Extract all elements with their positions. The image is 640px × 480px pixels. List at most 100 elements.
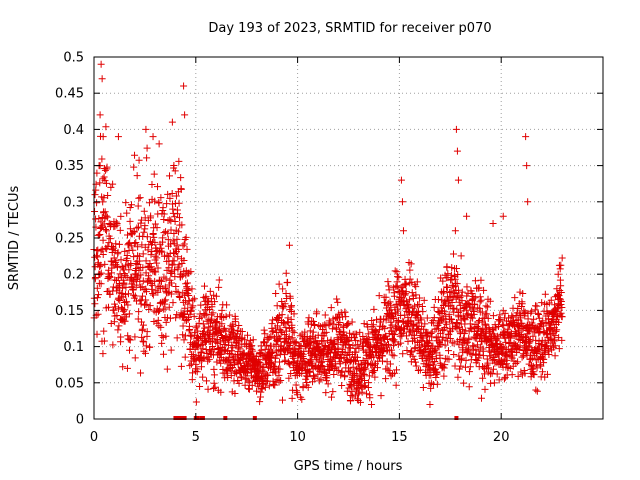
scatter-point <box>328 325 336 333</box>
scatter-point <box>518 319 526 327</box>
spike-point <box>142 125 150 133</box>
scatter-point <box>516 343 524 351</box>
y-tick-label: 0.1 <box>63 340 84 355</box>
scatter-point <box>516 331 524 339</box>
scatter-point <box>96 230 104 238</box>
scatter-point <box>156 306 164 314</box>
spike-point <box>454 176 462 184</box>
scatter-point <box>434 307 442 315</box>
scatter-point <box>335 367 343 375</box>
scatter-point <box>244 377 252 385</box>
scatter-point <box>484 303 492 311</box>
scatter-point <box>289 327 297 335</box>
scatter-point <box>461 316 469 324</box>
scatter-point <box>487 379 495 387</box>
scatter-point <box>363 390 371 398</box>
scatter-point <box>399 350 407 358</box>
scatter-point <box>196 382 204 390</box>
scatter-point <box>194 327 202 335</box>
scatter-point <box>173 241 181 249</box>
scatter-point <box>285 374 293 382</box>
scatter-point <box>325 366 333 374</box>
scatter-point <box>136 283 144 291</box>
scatter-point <box>344 336 352 344</box>
scatter-point <box>256 362 264 370</box>
scatter-point <box>286 294 294 302</box>
scatter-point <box>440 364 448 372</box>
scatter-point <box>447 315 455 323</box>
scatter-point <box>188 285 196 293</box>
scatter-point <box>249 347 257 355</box>
scatter-point <box>137 216 145 224</box>
scatter-point <box>228 329 236 337</box>
scatter-point <box>103 213 111 221</box>
scatter-point <box>529 362 537 370</box>
scatter-point <box>170 257 178 265</box>
scatter-point <box>141 349 149 357</box>
scatter-point <box>416 294 424 302</box>
scatter-point <box>180 240 188 248</box>
scatter-point <box>284 278 292 286</box>
scatter-point <box>446 334 454 342</box>
scatter-point <box>458 325 466 333</box>
scatter-point <box>558 254 566 262</box>
scatter-point <box>105 220 113 228</box>
scatter-point <box>392 366 400 374</box>
scatter-point <box>527 355 535 363</box>
scatter-point <box>144 246 152 254</box>
scatter-point <box>445 355 453 363</box>
scatter-point <box>184 300 192 308</box>
scatter-point <box>133 172 141 180</box>
scatter-point <box>493 370 501 378</box>
scatter-point <box>271 367 279 375</box>
scatter-point <box>535 310 543 318</box>
scatter-point <box>172 192 180 200</box>
scatter-point <box>462 339 470 347</box>
scatter-point <box>551 342 559 350</box>
scatter-point <box>489 312 497 320</box>
spike-point <box>168 118 176 126</box>
scatter-point <box>276 365 284 373</box>
scatter-point <box>402 280 410 288</box>
scatter-point <box>137 271 145 279</box>
scatter-point <box>229 327 237 335</box>
scatter-point <box>439 277 447 285</box>
scatter-point <box>183 279 191 287</box>
scatter-point <box>419 308 427 316</box>
scatter-point <box>159 350 167 358</box>
scatter-point <box>166 216 174 224</box>
scatter-point <box>409 352 417 360</box>
y-tick-label: 0.05 <box>55 376 84 391</box>
scatter-point <box>116 297 124 305</box>
scatter-point <box>285 360 293 368</box>
scatter-point <box>530 371 538 379</box>
scatter-point <box>444 296 452 304</box>
scatter-point <box>108 258 116 266</box>
scatter-point <box>538 299 546 307</box>
scatter-point <box>138 325 146 333</box>
spike-point <box>398 198 406 206</box>
scatter-point <box>466 349 474 357</box>
scatter-point <box>306 368 314 376</box>
scatter-point <box>112 240 120 248</box>
scatter-point <box>475 354 483 362</box>
scatter-point <box>178 272 186 280</box>
scatter-point <box>160 210 168 218</box>
scatter-point <box>121 317 129 325</box>
scatter-point <box>368 401 376 409</box>
scatter-point <box>173 334 181 342</box>
scatter-point <box>377 392 385 400</box>
scatter-point <box>540 355 548 363</box>
scatter-point <box>204 385 212 393</box>
scatter-point <box>231 315 239 323</box>
scatter-point <box>101 208 109 216</box>
scatter-point <box>151 252 159 260</box>
scatter-point <box>142 257 150 265</box>
scatter-point <box>458 297 466 305</box>
scatter-point <box>101 260 109 268</box>
scatter-point <box>284 319 292 327</box>
scatter-point <box>238 327 246 335</box>
scatter-point <box>390 352 398 360</box>
scatter-point <box>375 292 383 300</box>
scatter-point <box>330 370 338 378</box>
